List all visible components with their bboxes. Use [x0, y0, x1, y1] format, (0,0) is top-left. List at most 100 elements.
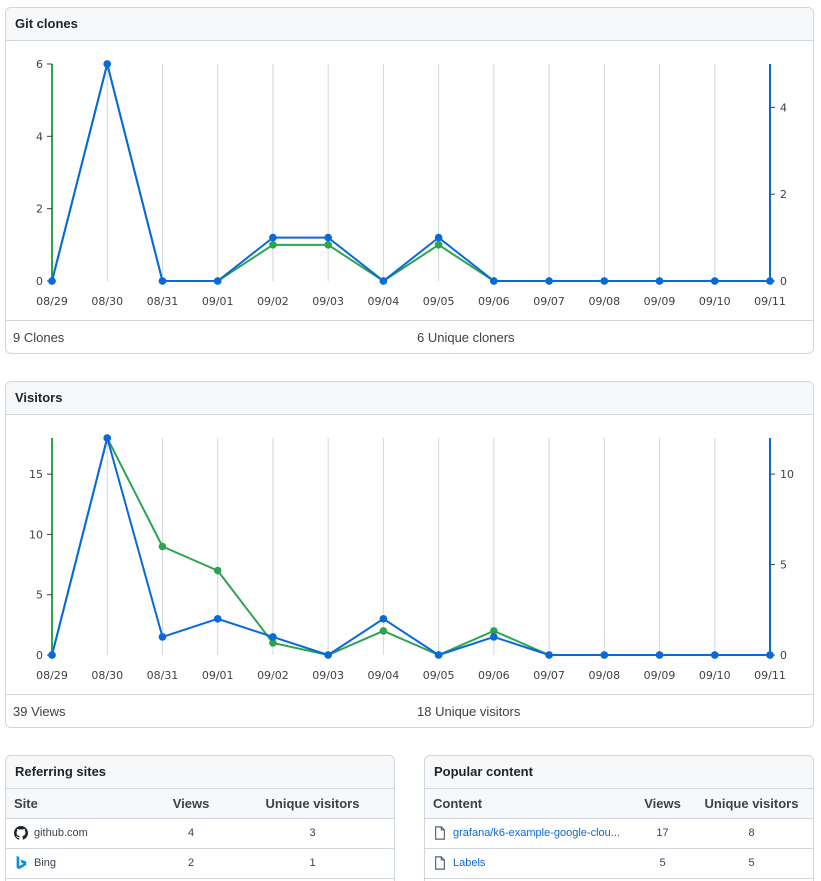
- table-row: Labels 5 5: [425, 848, 813, 879]
- popular-content-panel: Popular content Content Views Unique vis…: [424, 755, 814, 881]
- data-point: [324, 233, 332, 242]
- data-point: [379, 615, 388, 623]
- referring-sites-title: Referring sites: [6, 756, 394, 789]
- column-header-unique-visitors: Unique visitors: [231, 789, 394, 819]
- right-tick-label: 4: [780, 101, 787, 114]
- x-tick-label: 08/31: [147, 295, 179, 308]
- column-header-unique-visitors: Unique visitors: [690, 789, 813, 819]
- data-point: [379, 627, 388, 635]
- data-point: [269, 233, 277, 242]
- x-tick-label: 09/02: [257, 295, 289, 308]
- clones-chart: 08/29 08/30 08/31 09/01 09/02 09/03 09/04 09/05…: [6, 41, 813, 320]
- x-tick-label: 08/31: [147, 669, 179, 682]
- data-point: [434, 651, 443, 659]
- table-row: grafana/k6-example-google-clou... 17 8: [425, 818, 813, 849]
- data-point: [600, 651, 609, 659]
- series-line: [51, 63, 770, 282]
- unique-visitors-value: 5: [690, 848, 813, 879]
- unique-visitors-value: 1: [231, 848, 394, 879]
- visitors-unique: 18 Unique visitors: [417, 704, 521, 719]
- clones-chart-svg: 08/29 08/30 08/31 09/01 09/02 09/03 09/04 09/05…: [36, 58, 787, 308]
- data-point: [213, 615, 222, 623]
- visitors-stats: 39 Views 18 Unique visitors: [6, 694, 813, 727]
- x-tick-label: 09/02: [257, 669, 289, 682]
- left-tick-label: 6: [36, 58, 43, 71]
- clones-stats: 9 Clones 6 Unique cloners: [6, 320, 813, 353]
- visitors-chart-svg: 08/29 08/30 08/31 09/01 09/02 09/03 09/04 09/05…: [29, 434, 794, 682]
- x-tick-label: 09/09: [644, 669, 676, 682]
- referring-sites-table: Site Views Unique visitors github.com 4 …: [6, 789, 394, 879]
- site-name: github.com: [34, 827, 88, 839]
- views-value: 5: [635, 848, 690, 879]
- x-tick-label: 09/04: [368, 295, 400, 308]
- data-point: [710, 651, 719, 659]
- clones-total: 9 Clones: [13, 330, 65, 345]
- data-point: [158, 542, 167, 551]
- left-tick-label: 4: [36, 130, 43, 143]
- data-point: [158, 277, 167, 285]
- right-tick-label: 10: [780, 468, 794, 481]
- clones-panel: Git clones 08/29 08/30 08/31 09/01 09/02 09/0…: [5, 7, 814, 354]
- data-point: [766, 651, 774, 659]
- table-row: github.com 4 3: [6, 818, 394, 849]
- bing-icon: [14, 856, 28, 870]
- data-point: [655, 277, 664, 285]
- series-line: [51, 437, 770, 656]
- data-point: [213, 277, 222, 285]
- right-tick-label: 2: [780, 188, 787, 201]
- data-point: [324, 651, 332, 659]
- x-tick-label: 09/03: [312, 669, 344, 682]
- visitors-total: 39 Views: [13, 704, 66, 719]
- column-header-content: Content: [425, 789, 635, 819]
- data-point: [545, 651, 553, 659]
- site-name: Bing: [34, 857, 57, 869]
- left-tick-label: 0: [36, 649, 43, 662]
- data-point: [158, 633, 167, 641]
- data-point: [545, 277, 553, 285]
- x-tick-label: 09/11: [754, 669, 786, 682]
- x-tick-label: 09/11: [754, 295, 786, 308]
- data-point: [269, 633, 277, 641]
- data-point: [213, 566, 222, 575]
- clones-title: Git clones: [6, 8, 813, 41]
- right-tick-label: 0: [780, 275, 787, 288]
- clones-unique: 6 Unique cloners: [417, 330, 515, 345]
- data-point: [48, 277, 56, 285]
- content-link[interactable]: Labels: [453, 857, 486, 869]
- x-tick-label: 09/08: [588, 669, 620, 682]
- x-tick-label: 08/30: [91, 669, 123, 682]
- data-point: [434, 241, 443, 249]
- left-tick-label: 5: [36, 589, 43, 602]
- x-tick-label: 08/30: [91, 295, 123, 308]
- views-value: 2: [151, 848, 231, 879]
- column-header-views: Views: [635, 789, 690, 819]
- data-point: [434, 233, 443, 242]
- x-tick-label: 09/07: [533, 669, 565, 682]
- file-icon: [433, 826, 447, 840]
- x-tick-label: 09/05: [423, 295, 455, 308]
- data-point: [766, 277, 774, 285]
- column-header-views: Views: [151, 789, 231, 819]
- data-point: [324, 241, 332, 249]
- unique-visitors-value: 3: [231, 818, 394, 849]
- data-point: [48, 651, 56, 659]
- data-point: [103, 60, 112, 68]
- x-tick-label: 09/01: [202, 669, 234, 682]
- right-tick-label: 5: [780, 559, 787, 572]
- right-tick-label: 0: [780, 649, 787, 662]
- data-point: [379, 277, 388, 285]
- x-tick-label: 09/10: [699, 669, 731, 682]
- data-point: [103, 434, 112, 442]
- left-tick-label: 10: [29, 528, 43, 541]
- left-tick-label: 15: [29, 468, 43, 481]
- data-point: [490, 277, 498, 285]
- x-tick-label: 09/03: [312, 295, 344, 308]
- x-tick-label: 08/29: [36, 295, 68, 308]
- content-link[interactable]: grafana/k6-example-google-clou...: [453, 827, 620, 839]
- series-line: [51, 63, 770, 282]
- x-tick-label: 09/06: [478, 669, 510, 682]
- x-tick-label: 09/04: [368, 669, 400, 682]
- data-point: [600, 277, 609, 285]
- views-value: 4: [151, 818, 231, 849]
- visitors-title: Visitors: [6, 382, 813, 415]
